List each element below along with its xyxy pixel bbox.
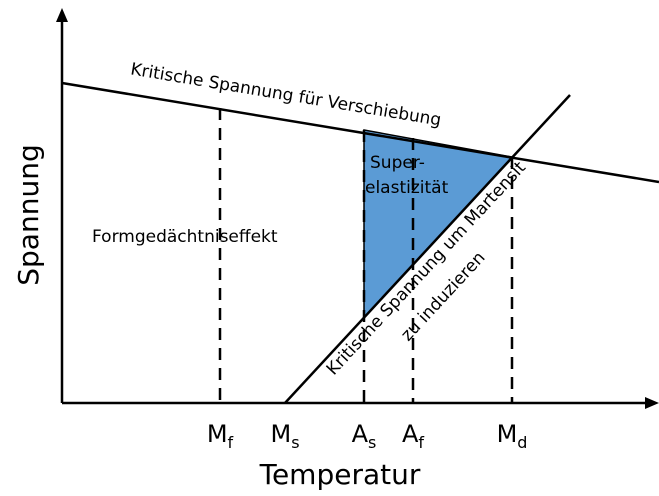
upper-line [61,81,659,184]
region-label: elastizität [365,178,449,198]
temperature-label: As [352,420,377,452]
x-axis-label: Temperatur [259,458,421,491]
temperature-label: Af [402,420,424,452]
subscript: s [368,433,376,452]
symbol: A [352,420,369,448]
y-arrow [56,8,68,22]
subscript: s [291,433,299,452]
symbol: M [497,420,518,448]
subscript: f [228,433,234,452]
symbol: M [207,420,228,448]
diagonal-line [284,94,571,404]
region-label: Formgedächtniseffekt [92,227,278,247]
subscript: f [418,433,424,452]
temperature-labels: Mf Ms As Af Md [207,420,528,452]
symbol: M [270,420,291,448]
symbol: A [402,420,419,448]
x-arrow [645,397,659,409]
subscript: d [517,433,527,452]
region-label: Super- [370,153,425,173]
y-axis-label: Spannung [12,144,45,285]
temperature-label: Md [497,420,528,452]
temperature-label: Mf [207,420,234,452]
temperature-label: Ms [270,420,299,452]
